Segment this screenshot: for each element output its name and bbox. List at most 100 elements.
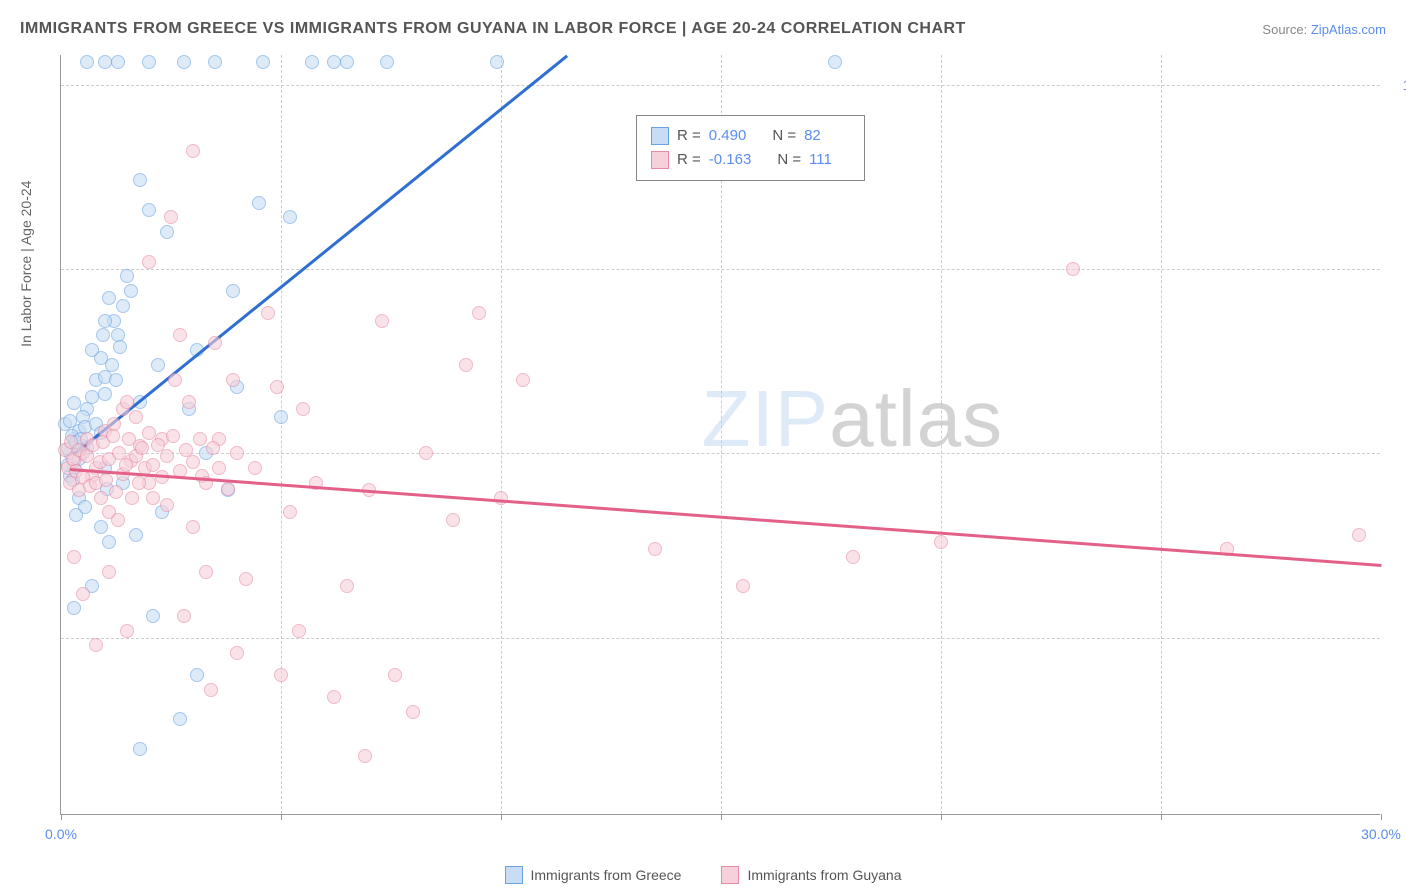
data-point (105, 358, 119, 372)
data-point (99, 473, 113, 487)
data-point (67, 396, 81, 410)
series-name-guyana: Immigrants from Guyana (747, 867, 901, 883)
data-point (160, 225, 174, 239)
x-tick-mark (281, 814, 282, 820)
swatch-greece (505, 866, 523, 884)
data-point (166, 429, 180, 443)
data-point (239, 572, 253, 586)
data-point (133, 173, 147, 187)
r-value-greece: 0.490 (709, 124, 747, 148)
data-point (283, 505, 297, 519)
y-tick-label: 75.0% (1390, 445, 1406, 461)
data-point (96, 328, 110, 342)
data-point (406, 705, 420, 719)
n-value-guyana: 111 (809, 148, 832, 172)
data-point (846, 550, 860, 564)
data-point (98, 387, 112, 401)
swatch-guyana (651, 151, 669, 169)
data-point (116, 299, 130, 313)
data-point (102, 565, 116, 579)
data-point (340, 579, 354, 593)
data-point (120, 624, 134, 638)
data-point (106, 429, 120, 443)
data-point (124, 284, 138, 298)
data-point (226, 373, 240, 387)
data-point (111, 55, 125, 69)
scatter-chart: ZIPatlas R = 0.490 N = 82 R = -0.163 N =… (60, 55, 1380, 815)
source-label: Source: (1262, 22, 1307, 37)
correlation-legend: R = 0.490 N = 82 R = -0.163 N = 111 (636, 115, 865, 181)
data-point (132, 476, 146, 490)
x-tick-mark (61, 814, 62, 820)
data-point (80, 55, 94, 69)
data-point (221, 482, 235, 496)
r-label: R = (677, 148, 701, 172)
y-tick-label: 100.0% (1390, 77, 1406, 93)
data-point (151, 358, 165, 372)
data-point (120, 395, 134, 409)
data-point (736, 579, 750, 593)
data-point (934, 535, 948, 549)
gridline-v (1161, 55, 1162, 814)
data-point (98, 314, 112, 328)
data-point (230, 646, 244, 660)
data-point (69, 508, 83, 522)
data-point (164, 210, 178, 224)
data-point (274, 668, 288, 682)
data-point (125, 491, 139, 505)
data-point (375, 314, 389, 328)
data-point (305, 55, 319, 69)
data-point (177, 609, 191, 623)
data-point (270, 380, 284, 394)
x-tick-mark (721, 814, 722, 820)
gridline-v (941, 55, 942, 814)
data-point (146, 491, 160, 505)
swatch-guyana (721, 866, 739, 884)
trend-line (70, 468, 1381, 566)
data-point (292, 624, 306, 638)
data-point (327, 55, 341, 69)
n-label: N = (772, 124, 796, 148)
source-link[interactable]: ZipAtlas.com (1311, 22, 1386, 37)
title-bar: IMMIGRANTS FROM GREECE VS IMMIGRANTS FRO… (20, 20, 1386, 38)
data-point (102, 535, 116, 549)
data-point (173, 712, 187, 726)
data-point (190, 668, 204, 682)
y-tick-label: 87.5% (1390, 261, 1406, 277)
data-point (340, 55, 354, 69)
y-axis-label: In Labor Force | Age 20-24 (18, 181, 34, 347)
watermark: ZIPatlas (702, 373, 1003, 465)
data-point (129, 528, 143, 542)
data-point (160, 498, 174, 512)
data-point (63, 414, 77, 428)
data-point (472, 306, 486, 320)
data-point (230, 446, 244, 460)
data-point (212, 461, 226, 475)
data-point (177, 55, 191, 69)
data-point (1066, 262, 1080, 276)
data-point (358, 749, 372, 763)
data-point (85, 390, 99, 404)
series-name-greece: Immigrants from Greece (531, 867, 682, 883)
data-point (256, 55, 270, 69)
data-point (327, 690, 341, 704)
data-point (67, 550, 81, 564)
data-point (67, 601, 81, 615)
data-point (283, 210, 297, 224)
data-point (94, 491, 108, 505)
data-point (160, 449, 174, 463)
data-point (208, 336, 222, 350)
data-point (94, 520, 108, 534)
data-point (1352, 528, 1366, 542)
n-label: N = (777, 148, 801, 172)
watermark-atlas: atlas (829, 374, 1003, 463)
data-point (516, 373, 530, 387)
data-point (206, 441, 220, 455)
data-point (109, 373, 123, 387)
data-point (199, 565, 213, 579)
data-point (122, 432, 136, 446)
data-point (120, 269, 134, 283)
data-point (648, 542, 662, 556)
data-point (111, 513, 125, 527)
data-point (146, 609, 160, 623)
